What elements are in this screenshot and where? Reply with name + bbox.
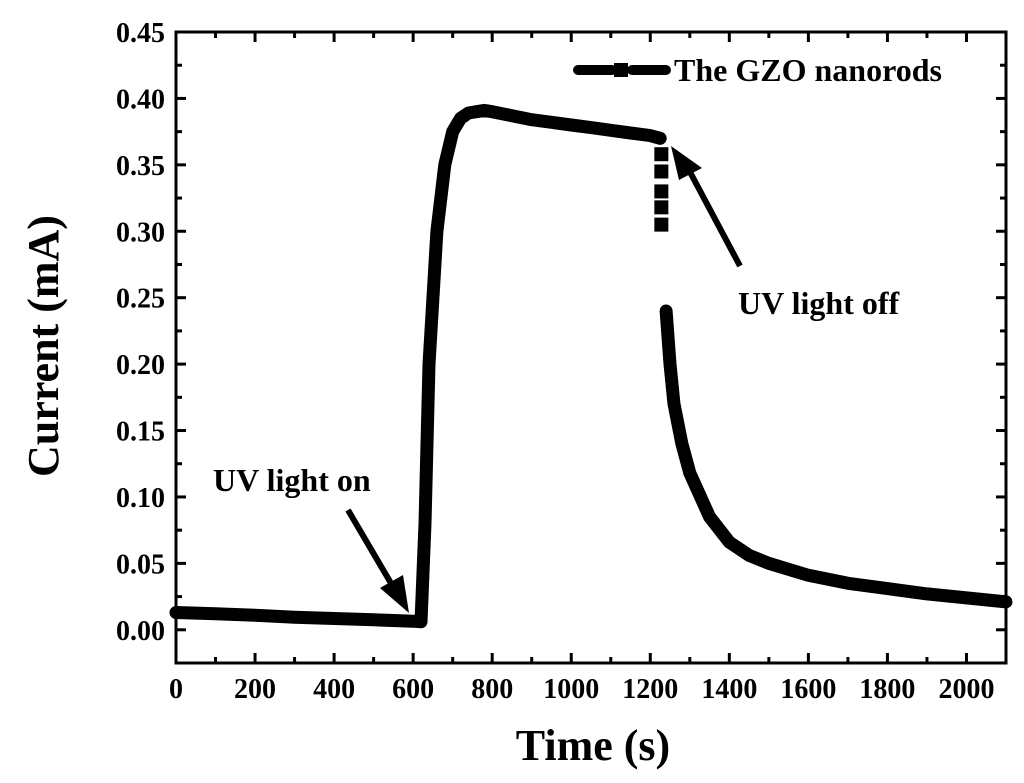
annotation-uv-on: UV light on: [213, 462, 409, 613]
series-line-off: [659, 304, 1013, 609]
annotation-uv-on-arrowhead: [380, 575, 409, 613]
series-marker: [654, 147, 669, 162]
x-axis-tick-labels: 0 200 400 600 800 1000 1200 1400 1600 1800 2000: [169, 674, 994, 705]
annotation-uv-on-arrow: [345, 508, 395, 587]
series-marker: [654, 200, 669, 215]
legend: The GZO nanorods: [573, 52, 942, 88]
y-tick-label: 0.30: [116, 217, 165, 248]
x-tick-label: 2000: [938, 674, 994, 705]
annotation-uv-off-label: UV light off: [738, 285, 900, 321]
y-tick-label: 0.40: [116, 84, 165, 115]
y-tick-label: 0.15: [116, 417, 165, 448]
legend-marker: [614, 63, 628, 77]
y-tick-label: 0.20: [116, 350, 165, 381]
x-tick-label: 1400: [701, 674, 757, 705]
series-marker: [654, 164, 669, 179]
x-axis-title: Time (s): [516, 721, 670, 770]
series-line-on: [169, 103, 667, 629]
y-tick-label: 0.35: [116, 151, 165, 182]
x-tick-label: 1800: [859, 674, 915, 705]
y-tick-label: 0.05: [116, 549, 165, 580]
plot-frame: [174, 30, 1008, 665]
annotation-uv-off-arrow: [687, 170, 743, 268]
x-tick-label: 1000: [543, 674, 599, 705]
x-tick-label: 800: [471, 674, 513, 705]
y-axis-tick-labels: 0.00 0.05 0.10 0.15 0.20 0.25 0.30 0.35 0.40 0.45: [116, 18, 165, 647]
x-tick-label: 400: [313, 674, 355, 705]
annotation-uv-on-label: UV light on: [213, 462, 371, 498]
x-tick-label: 600: [392, 674, 434, 705]
x-tick-label: 1200: [622, 674, 678, 705]
y-tick-label: 0.45: [116, 18, 165, 49]
series-marker: [654, 217, 669, 232]
series-marker: [654, 184, 669, 199]
series-layer: [169, 103, 1013, 629]
x-tick-label: 1600: [780, 674, 836, 705]
y-tick-label: 0.10: [116, 483, 165, 514]
y-tick-label: 0.25: [116, 284, 165, 315]
y-tick-label: 0.00: [116, 616, 165, 647]
x-tick-label: 200: [234, 674, 276, 705]
annotation-uv-off-arrowhead: [671, 146, 702, 180]
y-axis-title: Current (mA): [19, 215, 68, 477]
annotation-uv-off: UV light off: [671, 146, 900, 321]
x-tick-label: 0: [169, 674, 183, 705]
legend-label: The GZO nanorods: [674, 52, 942, 88]
